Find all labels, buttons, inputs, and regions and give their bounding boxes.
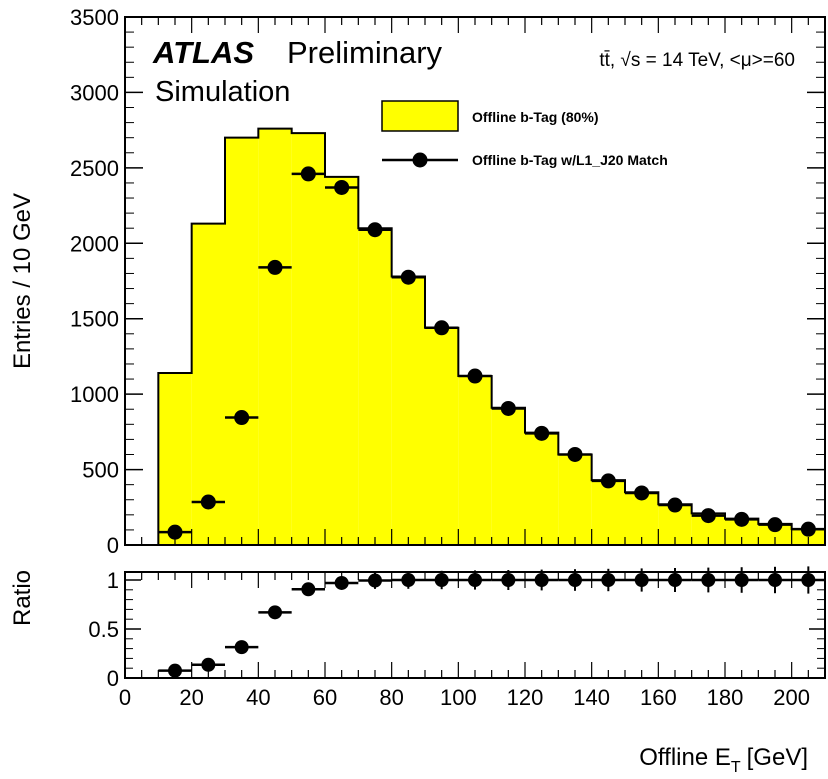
data-point <box>600 473 616 489</box>
data-point <box>567 446 583 462</box>
histogram-bar <box>158 373 192 545</box>
x-tick-label: 60 <box>313 685 337 710</box>
data-point <box>800 521 816 537</box>
ratio-y-axis-title: Ratio <box>9 570 36 626</box>
data-point <box>767 517 783 533</box>
histogram-bar <box>458 376 492 545</box>
x-axis-title-sub: T <box>731 759 741 776</box>
histogram-bar <box>291 133 325 545</box>
histogram-bar <box>358 228 392 545</box>
main-y-tick-label: 3000 <box>70 80 119 105</box>
histogram-bar <box>491 407 525 545</box>
main-panel: 0 500 1000 1500 2000 2500 3000 3500 Entries / 1… <box>9 5 826 558</box>
x-tick-label: 100 <box>440 685 477 710</box>
main-y-tick-label: 1500 <box>70 307 119 332</box>
histogram-bar <box>758 523 792 545</box>
main-x-ticks <box>124 17 826 545</box>
main-y-tick-label: 500 <box>82 458 119 483</box>
main-y-tick-label: 3500 <box>70 5 119 30</box>
histogram-bar <box>525 432 559 545</box>
data-point <box>734 511 750 527</box>
histogram-bar <box>258 128 292 546</box>
histogram-bar <box>591 480 625 545</box>
ratio-point <box>301 582 316 597</box>
x-tick-label: 80 <box>379 685 403 710</box>
histogram-bar <box>325 176 359 545</box>
conditions-label: tt̄, √s = 14 TeV, <μ>=60 <box>599 50 795 71</box>
data-point <box>400 269 416 285</box>
ratio-y-tick-label: 1 <box>107 568 119 593</box>
legend-swatch-histogram <box>381 100 459 132</box>
data-point <box>667 497 683 513</box>
x-tick-label: 0 <box>119 685 131 710</box>
main-y-tick-label: 2500 <box>70 156 119 181</box>
ratio-panel: 00.51 0 20 40 60 80 100 120 140 160 180 200 Ratio … <box>9 566 826 776</box>
data-point <box>234 410 250 426</box>
histogram-bar <box>225 137 259 545</box>
ratio-y-tick-label: 0.5 <box>88 617 119 642</box>
main-y-axis-title: Entries / 10 GeV <box>9 193 36 369</box>
ratio-point <box>368 573 382 588</box>
histogram-bar <box>558 454 592 545</box>
data-point <box>634 485 650 501</box>
data-point <box>700 508 716 524</box>
main-y-tick-label: 2000 <box>70 231 119 256</box>
x-tick-label: 20 <box>179 685 203 710</box>
preliminary-label: Preliminary <box>287 35 443 70</box>
data-point <box>367 222 383 238</box>
ratio-point <box>201 657 216 672</box>
histogram-bar <box>625 492 659 545</box>
data-point <box>434 320 450 336</box>
simulation-label: Simulation <box>155 76 290 108</box>
x-tick-label: 40 <box>246 685 270 710</box>
x-tick-label: 140 <box>573 685 610 710</box>
legend: Offline b-Tag (80%) Offline b-Tag w/L1_J… <box>381 100 668 168</box>
x-axis-title-unit: [GeV] <box>747 744 808 771</box>
main-y-ticks: 0 500 1000 1500 2000 2500 3000 3500 <box>70 5 825 558</box>
data-point <box>534 425 550 441</box>
x-axis-title-main: Offline E <box>639 744 731 771</box>
ratio-point <box>234 640 249 655</box>
data-point <box>500 400 516 416</box>
main-y-tick-label: 1000 <box>70 382 119 407</box>
data-point <box>167 524 183 540</box>
legend-label-points: Offline b-Tag w/L1_J20 Match <box>472 152 668 168</box>
legend-marker-points <box>412 152 428 168</box>
x-tick-label: 180 <box>707 685 744 710</box>
histogram-bar <box>391 276 425 545</box>
legend-label-histogram: Offline b-Tag (80%) <box>472 109 599 125</box>
data-point <box>467 368 483 384</box>
x-axis-title: Offline ET [GeV] <box>639 744 808 776</box>
histogram-bar <box>425 327 459 545</box>
data-point <box>334 179 350 195</box>
atlas-label: ATLAS <box>152 35 254 70</box>
x-tick-label: 200 <box>773 685 810 710</box>
data-point <box>300 166 316 182</box>
histogram-bar <box>191 223 225 545</box>
data-point <box>267 259 283 275</box>
histogram-group <box>157 127 826 546</box>
main-y-tick-label: 0 <box>107 533 119 558</box>
x-tick-label: 120 <box>507 685 544 710</box>
ratio-y-tick-label: 0 <box>107 666 119 691</box>
x-tick-label: 160 <box>640 685 677 710</box>
ratio-x-ticks: 0 20 40 60 80 100 120 140 160 180 200 <box>119 572 826 710</box>
ratio-point <box>334 575 349 590</box>
data-points-group <box>158 166 825 540</box>
ratio-y-ticks: 00.51 <box>88 568 825 691</box>
ratio-point <box>268 605 282 620</box>
histogram-outline <box>157 127 826 545</box>
data-point <box>200 494 216 510</box>
